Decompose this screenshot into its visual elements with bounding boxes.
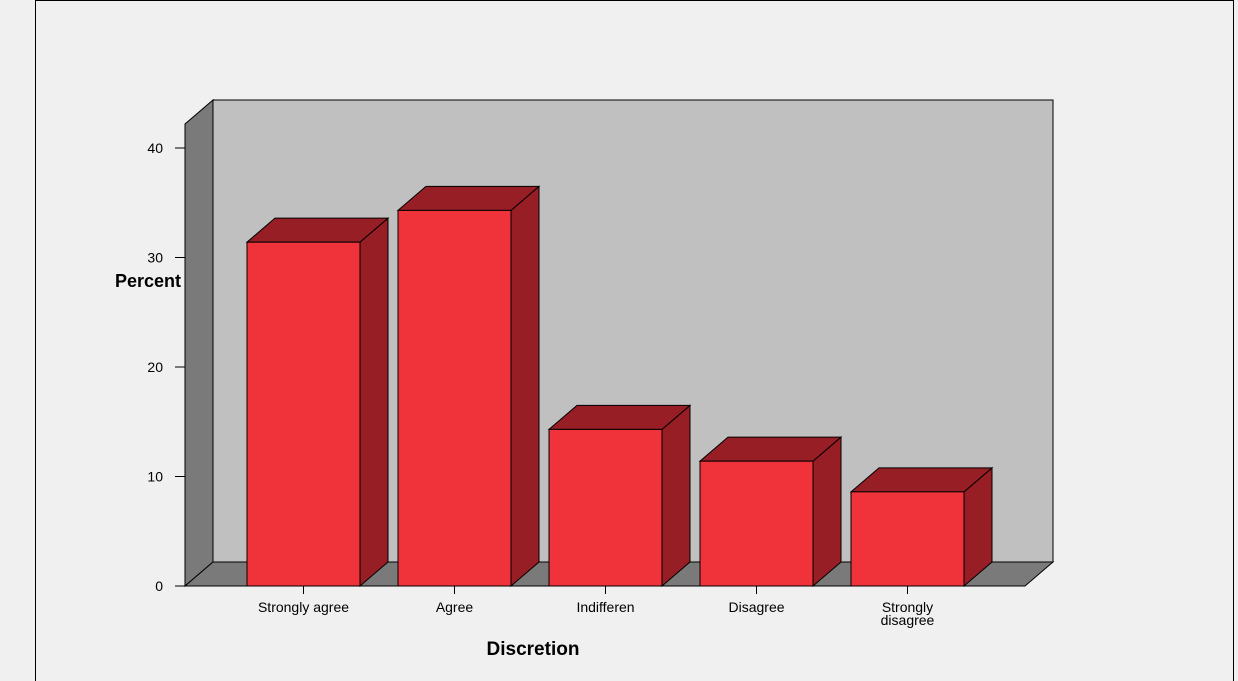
bar-front <box>246 241 361 587</box>
bars <box>245 185 994 588</box>
bar-front <box>548 428 663 587</box>
bar-side <box>510 185 540 588</box>
y-tick-label: 10 <box>147 469 163 485</box>
y-axis: 0 10 20 30 40 <box>147 136 186 594</box>
x-axis-title: Discretion <box>487 639 580 660</box>
y-tick-label: 0 <box>155 578 163 594</box>
y-tick-label: 20 <box>147 359 163 375</box>
bar-front <box>699 460 814 587</box>
x-tick-label-line: Agree <box>436 599 474 615</box>
bar <box>396 185 541 588</box>
x-tick-label: Strongly disagree <box>881 599 935 628</box>
bar <box>245 217 390 588</box>
bar-side <box>359 217 389 588</box>
y-tick-label: 30 <box>147 250 163 266</box>
x-tick-label: Agree <box>436 599 474 615</box>
side-wall <box>184 98 214 588</box>
y-axis-title: Percent <box>115 271 181 291</box>
bar-side <box>812 436 842 588</box>
bar <box>698 436 843 588</box>
x-tick-label: Disagree <box>728 599 784 615</box>
x-tick-label-line: Strongly agree <box>258 599 349 615</box>
bar-front <box>397 209 512 587</box>
bar-side <box>661 404 691 588</box>
x-tick-label-line: Disagree <box>728 599 784 615</box>
x-tick-label-line: Indifferen <box>576 599 634 615</box>
bar <box>547 404 692 588</box>
bar-front <box>850 491 965 587</box>
y-tick-label: 40 <box>147 140 163 156</box>
x-tick-label-line: disagree <box>881 612 935 628</box>
x-tick-label-line: Strongly <box>882 599 933 615</box>
x-tick-label: Strongly agree <box>258 599 349 615</box>
bar <box>849 466 994 588</box>
x-tick-label: Indifferen <box>576 599 634 615</box>
